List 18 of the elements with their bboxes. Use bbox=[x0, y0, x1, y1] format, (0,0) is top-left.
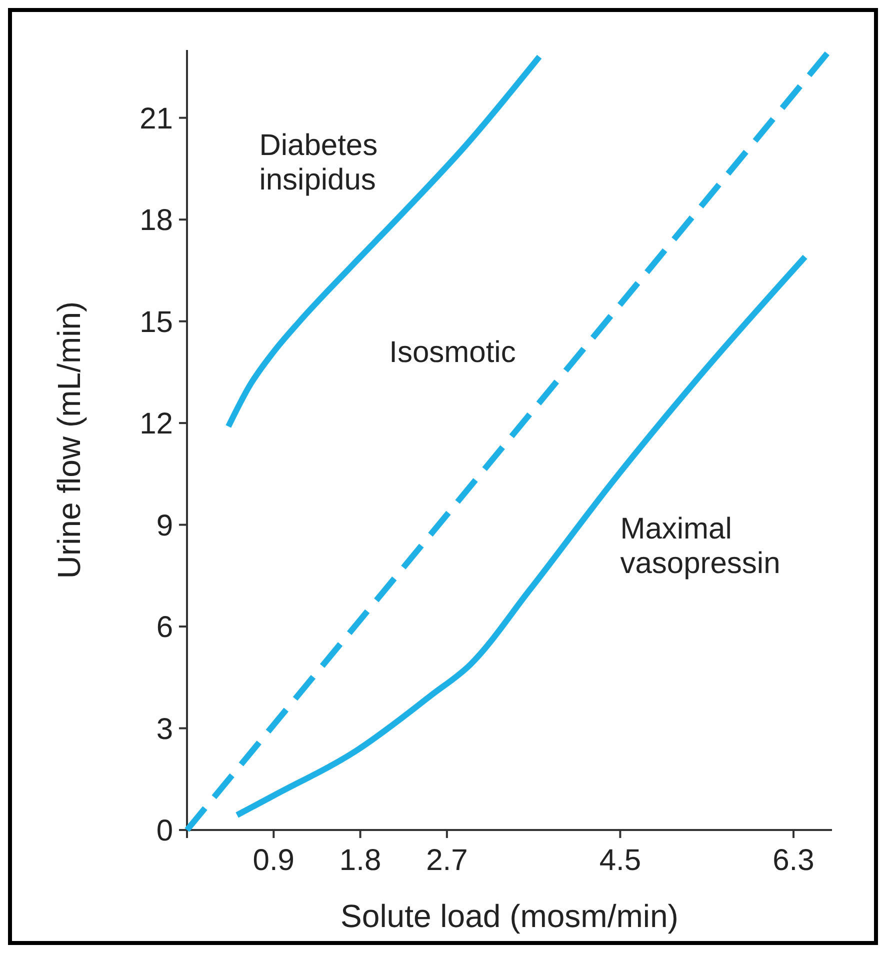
y-axis-title: Urine flow (mL/min) bbox=[51, 301, 87, 579]
y-tick-label: 21 bbox=[140, 102, 173, 136]
x-axis-title: Solute load (mosm/min) bbox=[340, 898, 678, 934]
y-tick-label: 9 bbox=[156, 509, 173, 542]
x-tick-label: 4.5 bbox=[599, 844, 642, 877]
series-label: Diabetes insipidus bbox=[259, 129, 378, 197]
y-tick-label: 6 bbox=[156, 611, 173, 644]
series-label: Maximal vasopressin bbox=[620, 512, 780, 580]
x-tick-label: 6.3 bbox=[772, 844, 814, 877]
y-tick-label: 18 bbox=[140, 204, 173, 238]
x-tick-label: 0.9 bbox=[252, 844, 294, 877]
y-tick-label: 3 bbox=[156, 712, 173, 746]
x-tick-label: 1.8 bbox=[339, 844, 382, 877]
x-tick-label: 2.7 bbox=[426, 844, 468, 877]
y-tick-label: 12 bbox=[140, 408, 173, 441]
y-tick-label: 15 bbox=[140, 306, 173, 339]
y-tick-label: 0 bbox=[156, 814, 173, 848]
series-label: Isosmotic bbox=[389, 336, 516, 369]
